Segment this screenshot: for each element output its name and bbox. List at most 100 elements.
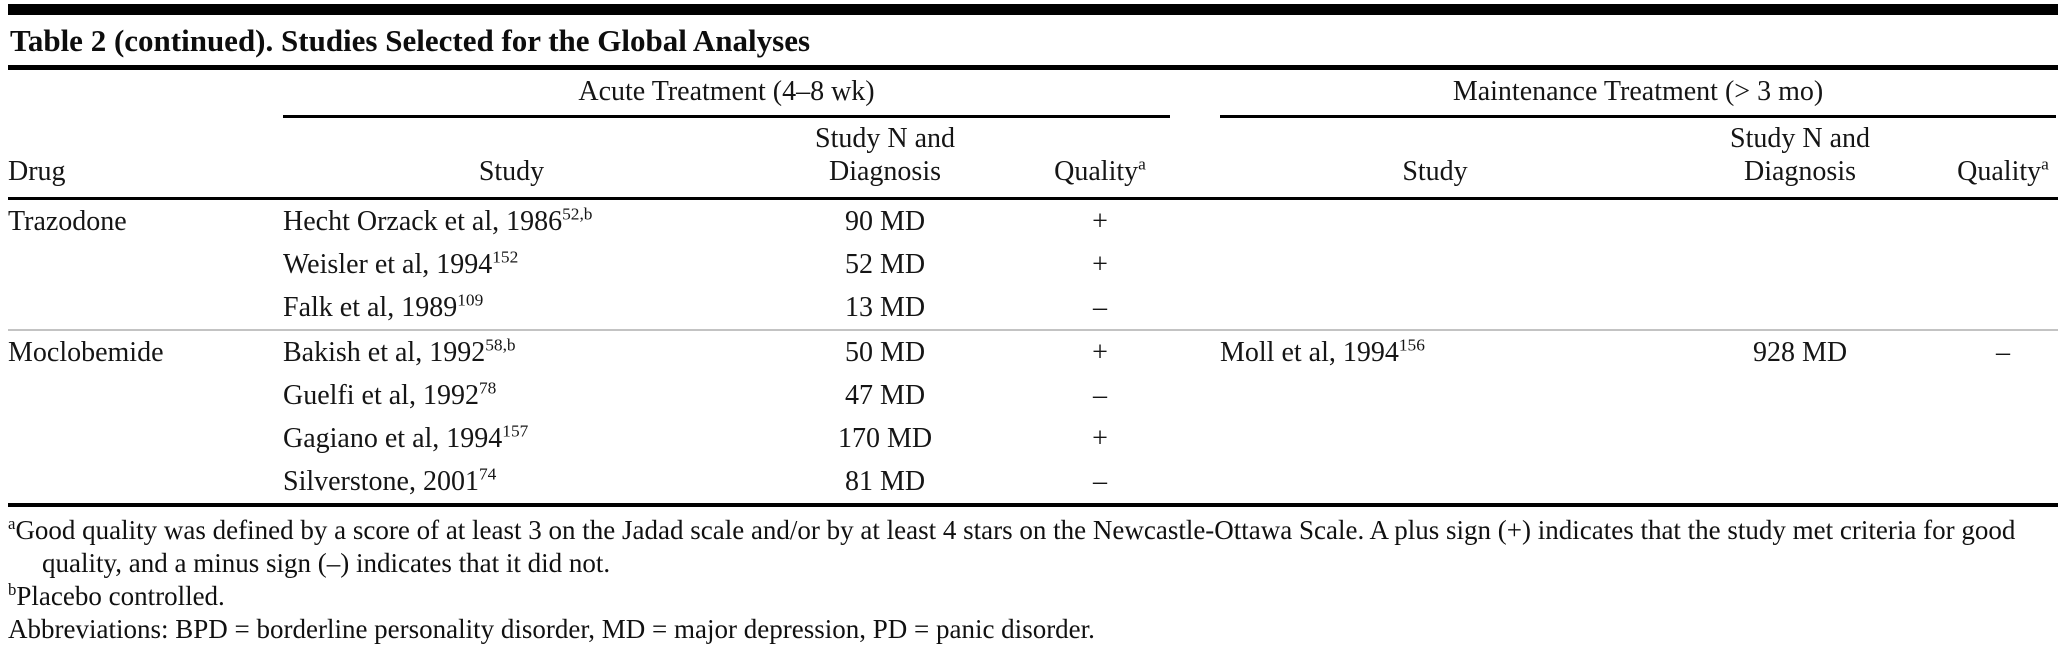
citation-superscript: 58,b [485,335,516,355]
citation-superscript: 78 [478,378,497,398]
drug-section: Trazodone Hecht Orzack et al, 198652,b 90 … [8,200,2058,329]
table-row: Silverstone, 200174 81 MD – [8,460,2058,503]
group-header-row: Acute Treatment (4–8 wk) Maintenance Tre… [8,72,2058,118]
citation-superscript: 152 [492,247,519,267]
table-row: Falk et al, 1989109 13 MD – [8,286,2058,329]
drug-cell: Moclobemide [8,337,164,368]
footnote-a: aGood quality was defined by a score of … [8,514,2058,580]
maintenance-study-cell [1220,243,1650,286]
table-row: Guelfi et al, 199278 47 MD – [8,374,2058,417]
maintenance-n-diagnosis-cell [1650,243,1950,286]
acute-n-diagnosis-cell: 170 MD [837,423,933,454]
acute-study-cell: Bakish et al, 199258,b [283,335,516,368]
maintenance-study-cell [1220,417,1650,460]
maintenance-study-cell [1220,374,1650,417]
maintenance-n-diagnosis-cell [1650,286,1950,329]
acute-study-cell: Gagiano et al, 1994157 [283,421,529,454]
footnote-a-text: Good quality was defined by a score of a… [15,515,2016,578]
col-header-quality-label: Quality [1054,156,1139,187]
drug-cell: Trazodone [8,206,127,237]
maintenance-study-cell [1220,200,1650,243]
group-header-maintenance: Maintenance Treatment (> 3 mo) [1220,76,2056,118]
col-header-n-line1: Study N and [815,123,955,154]
col-header-n-line1: Study N and [1730,123,1870,154]
maintenance-study-cell: Moll et al, 1994156 [1220,335,1425,368]
citation-superscript: 52,b [562,204,593,224]
table-row: Gagiano et al, 1994157 170 MD + [8,417,2058,460]
column-header-row: Drug Study Study N and Diagnosis Quality… [8,118,2058,200]
maintenance-n-diagnosis-cell: 928 MD [1752,337,1848,368]
top-rule [8,4,2058,15]
citation-superscript: 74 [479,464,497,484]
footnote-a-marker: a [8,514,16,533]
acute-study-cell: Hecht Orzack et al, 198652,b [283,204,593,237]
column-gap [1170,286,1220,329]
acute-quality-cell: – [1093,380,1107,411]
col-header-quality-label: Quality [1957,156,2042,187]
footnote-b-marker: b [8,580,17,599]
column-gap [1170,200,1220,243]
acute-quality-cell: – [1093,292,1107,323]
maintenance-quality-cell [1950,374,2056,417]
acute-n-diagnosis-cell: 52 MD [844,249,926,280]
maintenance-study-cell [1220,460,1650,503]
col-header-n-line2: Diagnosis [829,156,941,187]
drug-cell [8,460,283,503]
footnote-b: bPlacebo controlled. [8,580,2058,613]
col-header-study-maintenance: Study [1402,156,1468,187]
citation-superscript: 157 [502,421,529,441]
quality-footnote-marker: a [2041,154,2049,174]
group-header-acute-label: Acute Treatment (4–8 wk) [578,76,875,107]
acute-quality-cell: – [1093,466,1107,497]
maintenance-quality-cell [1950,417,2056,460]
acute-study-cell: Falk et al, 1989109 [283,290,484,323]
citation-superscript: 156 [1398,335,1425,355]
drug-section: Moclobemide Bakish et al, 199258,b 50 MD + M… [8,329,2058,503]
column-gap [1170,188,1220,197]
drug-cell [8,286,283,329]
acute-study-cell: Weisler et al, 1994152 [283,247,519,280]
table-row: Weisler et al, 1994152 52 MD + [8,243,2058,286]
maintenance-n-diagnosis-cell [1650,374,1950,417]
footnotes: aGood quality was defined by a score of … [8,507,2058,646]
acute-study-cell: Silverstone, 200174 [283,464,497,497]
maintenance-quality-cell: – [1996,337,2010,368]
acute-n-diagnosis-cell: 47 MD [844,380,926,411]
table-row: Trazodone Hecht Orzack et al, 198652,b 90 … [8,200,2058,243]
acute-n-diagnosis-cell: 13 MD [844,292,926,323]
column-gap [1170,417,1220,460]
acute-quality-cell: + [1092,337,1108,368]
table-bottom-rule [8,503,2058,507]
col-header-drug: Drug [8,156,66,187]
drug-cell [8,417,283,460]
citation-superscript: 109 [457,290,484,310]
maintenance-n-diagnosis-cell [1650,417,1950,460]
column-gap [1170,331,1220,374]
table-body: Trazodone Hecht Orzack et al, 198652,b 90 … [8,200,2058,503]
maintenance-quality-cell [1950,200,2056,243]
acute-n-diagnosis-cell: 81 MD [844,466,926,497]
maintenance-n-diagnosis-cell [1650,200,1950,243]
table-title: Table 2 (continued). Studies Selected fo… [10,23,811,58]
col-header-n-diagnosis-acute: Study N and Diagnosis [740,122,1030,197]
drug-cell [8,243,283,286]
col-header-quality-acute: Qualitya [1030,155,1170,197]
drug-cell [8,374,283,417]
table-row: Moclobemide Bakish et al, 199258,b 50 MD + M… [8,331,2058,374]
group-header-maintenance-label: Maintenance Treatment (> 3 mo) [1452,76,1824,107]
maintenance-quality-cell [1950,286,2056,329]
acute-quality-cell: + [1092,423,1108,454]
acute-study-cell: Guelfi et al, 199278 [283,378,497,411]
acute-n-diagnosis-cell: 90 MD [844,206,926,237]
quality-footnote-marker: a [1138,154,1146,174]
col-header-quality-maintenance: Qualitya [1950,155,2056,197]
footnote-b-text: Placebo controlled. [16,581,225,611]
maintenance-n-diagnosis-cell [1650,460,1950,503]
acute-quality-cell: + [1092,206,1108,237]
maintenance-study-cell [1220,286,1650,329]
col-header-study-acute: Study [478,156,545,187]
column-gap [1170,243,1220,286]
column-gap [1170,460,1220,503]
group-header-acute: Acute Treatment (4–8 wk) [283,76,1170,118]
